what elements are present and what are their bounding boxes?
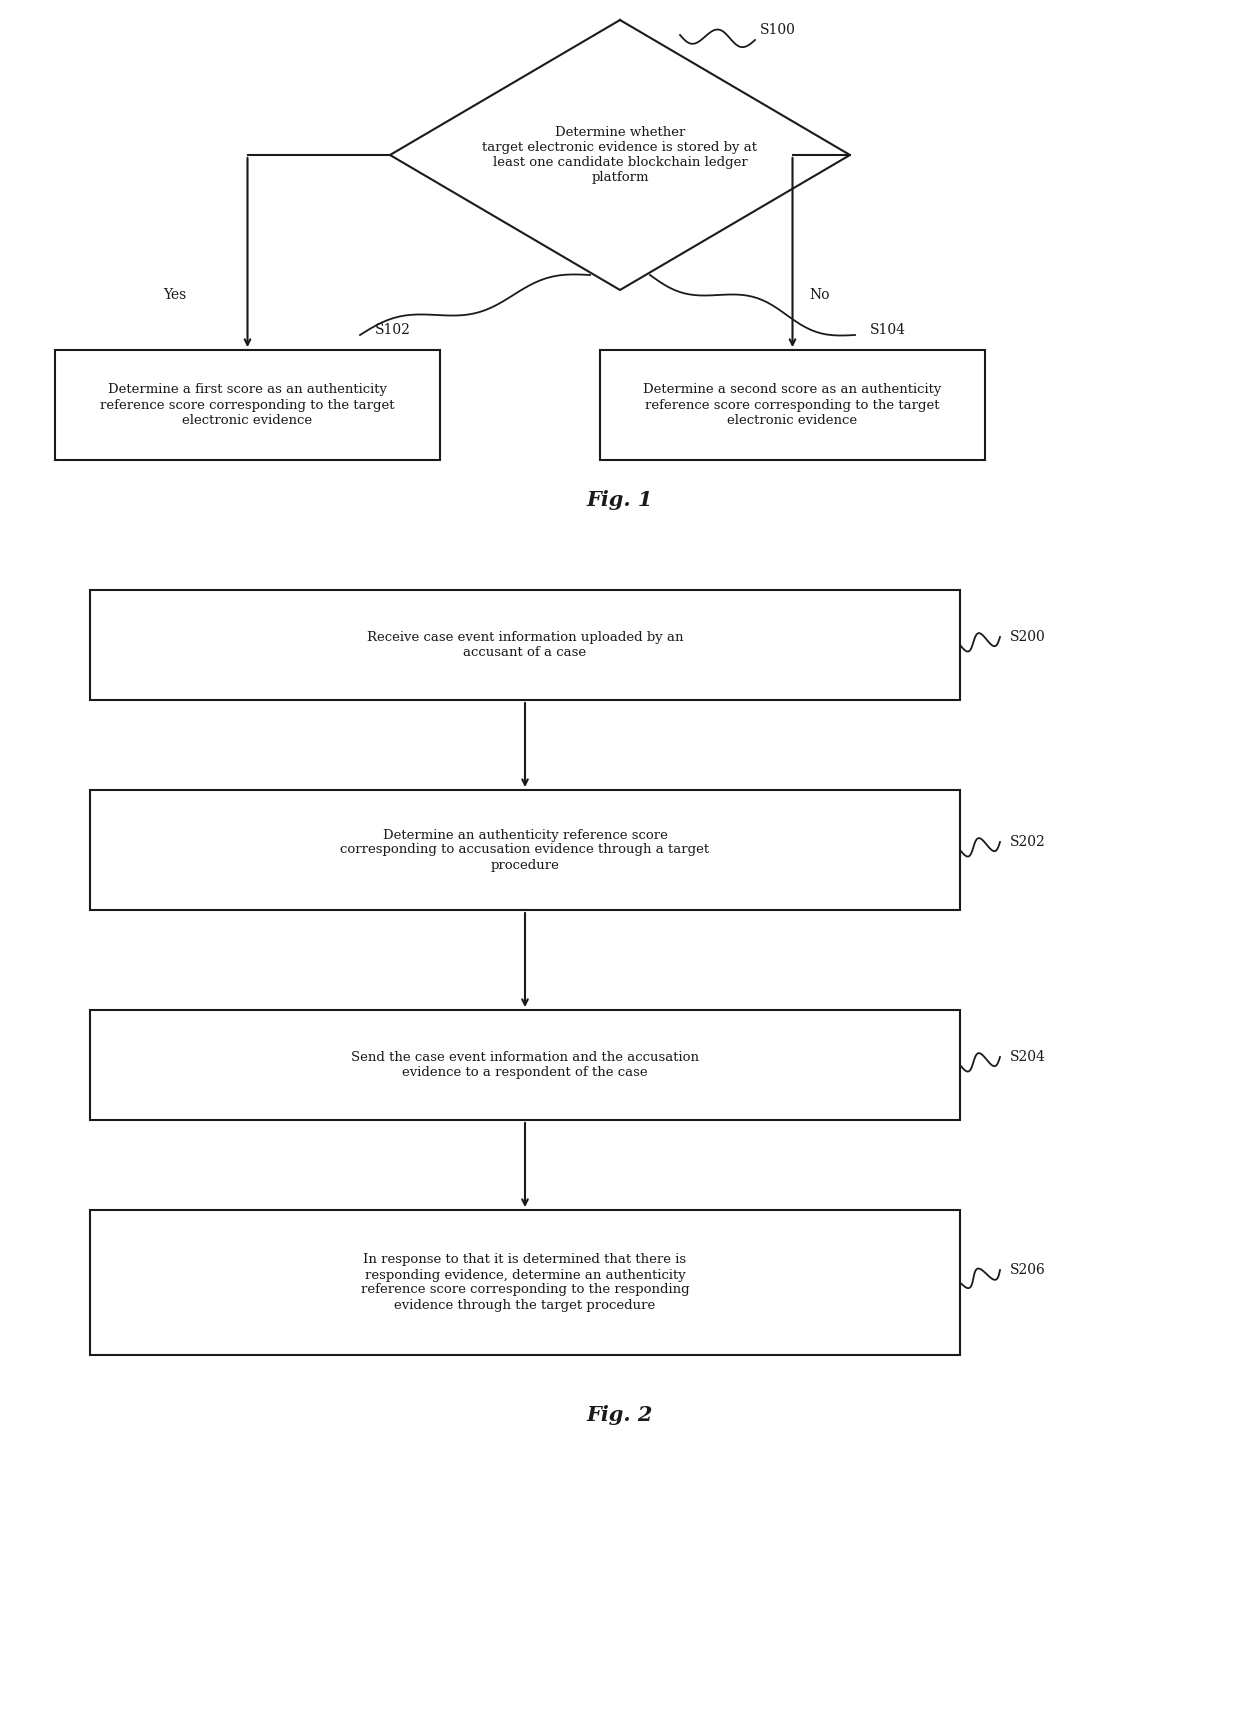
Bar: [91, 790, 960, 911]
Text: No: No: [810, 289, 831, 302]
Text: Yes: Yes: [164, 289, 187, 302]
Text: S202: S202: [1011, 835, 1045, 848]
Bar: [600, 351, 985, 460]
Text: S102: S102: [374, 323, 410, 337]
Text: Send the case event information and the accusation
evidence to a respondent of t: Send the case event information and the …: [351, 1051, 699, 1078]
Text: Fig. 2: Fig. 2: [587, 1405, 653, 1426]
Text: In response to that it is determined that there is
responding evidence, determin: In response to that it is determined tha…: [361, 1253, 689, 1312]
Text: Determine whether
target electronic evidence is stored by at
least one candidate: Determine whether target electronic evid…: [482, 126, 758, 183]
Text: S206: S206: [1011, 1263, 1045, 1277]
Text: Determine a first score as an authenticity
reference score corresponding to the : Determine a first score as an authentici…: [100, 384, 394, 427]
Bar: [91, 1210, 960, 1355]
Text: S100: S100: [760, 22, 796, 36]
Text: Determine an authenticity reference score
corresponding to accusation evidence t: Determine an authenticity reference scor…: [341, 828, 709, 871]
Text: S204: S204: [1011, 1051, 1045, 1064]
Text: S104: S104: [870, 323, 906, 337]
Text: Receive case event information uploaded by an
accusant of a case: Receive case event information uploaded …: [367, 631, 683, 658]
Bar: [91, 589, 960, 700]
Bar: [55, 351, 440, 460]
Text: Fig. 1: Fig. 1: [587, 491, 653, 510]
Bar: [91, 1009, 960, 1120]
Text: S200: S200: [1011, 631, 1045, 645]
Text: Determine a second score as an authenticity
reference score corresponding to the: Determine a second score as an authentic…: [644, 384, 941, 427]
